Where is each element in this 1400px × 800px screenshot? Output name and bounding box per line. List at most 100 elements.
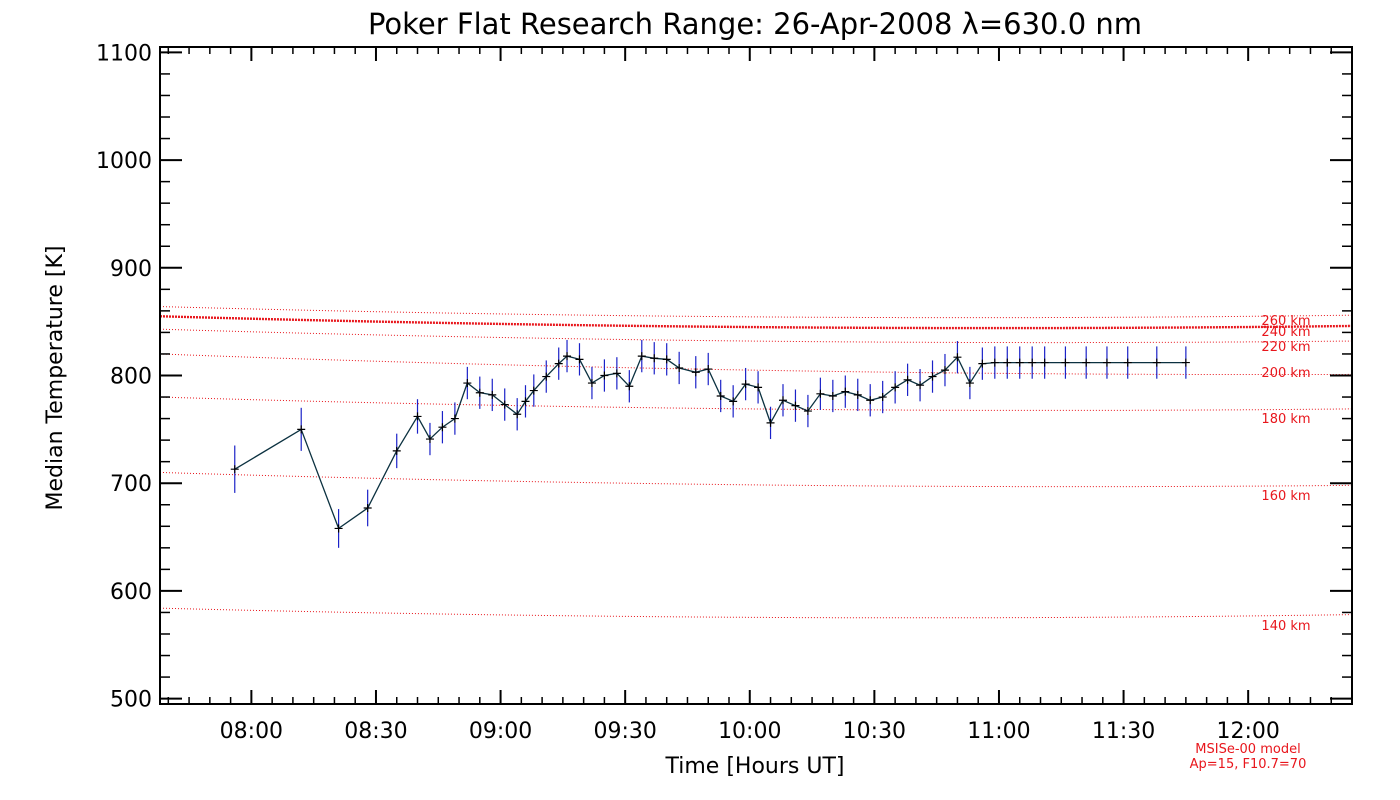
data-point [791, 401, 800, 410]
data-point [625, 382, 634, 391]
data-point [878, 393, 887, 402]
y-tick-label: 500 [110, 688, 152, 713]
model-curve-label: 140 km [1261, 619, 1310, 634]
model-curve-label: 240 km [1261, 325, 1310, 340]
y-tick-label: 700 [110, 472, 152, 497]
data-point [1028, 358, 1037, 367]
data-point [230, 465, 239, 474]
data-point [704, 365, 713, 374]
data-point [1061, 358, 1070, 367]
model-curve-label: 180 km [1261, 412, 1310, 427]
data-point [691, 368, 700, 377]
data-point [1040, 358, 1049, 367]
x-tick-label: 11:30 [1092, 719, 1155, 744]
model-curve [159, 306, 1353, 319]
data-point [513, 410, 522, 419]
plot-axes: 08:00 08:30 09:00 09:30 10:00 10:30 11:00 11:30… [96, 41, 1353, 744]
data-point [816, 389, 825, 398]
y-tick-label: 1100 [96, 41, 152, 66]
data-point [778, 396, 787, 405]
x-axis-label: Time [Hours UT] [665, 754, 845, 779]
model-curve [159, 396, 1353, 411]
x-tick-label: 10:30 [843, 719, 906, 744]
x-tick-label: 11:00 [967, 719, 1030, 744]
data-point [475, 388, 484, 397]
data-point [554, 359, 563, 368]
x-tick-label: 08:00 [220, 719, 283, 744]
data-point [463, 379, 472, 388]
data-point [766, 418, 775, 427]
data-point [953, 353, 962, 362]
data-point [741, 380, 750, 389]
data-series [230, 339, 1190, 548]
model-curve-label: 260 km [1261, 314, 1310, 329]
y-tick-label: 600 [110, 580, 152, 605]
model-curve [159, 353, 1353, 376]
model-note-line2: Ap=15, F10.7=70 [1190, 757, 1307, 772]
data-point [803, 407, 812, 416]
data-point [500, 400, 509, 409]
data-point [754, 383, 763, 392]
data-point [903, 375, 912, 384]
model-curve-label: 200 km [1261, 366, 1310, 381]
model-curve [159, 328, 1353, 344]
x-tick-label: 09:00 [469, 719, 532, 744]
data-point [662, 355, 671, 364]
data-point [1123, 358, 1132, 367]
data-point [1003, 358, 1012, 367]
data-point [529, 386, 538, 395]
data-point [716, 391, 725, 400]
data-point [392, 446, 401, 455]
data-point [425, 435, 434, 444]
data-point [542, 372, 551, 381]
model-curve-label: 220 km [1261, 340, 1310, 355]
model-curve [159, 471, 1353, 488]
data-point [600, 371, 609, 380]
data-point [650, 354, 659, 363]
data-point [334, 524, 343, 533]
data-point [575, 355, 584, 364]
data-point [841, 387, 850, 396]
data-point [1082, 358, 1091, 367]
data-point [450, 414, 459, 423]
data-point [853, 390, 862, 399]
y-tick-label: 1000 [96, 149, 152, 174]
data-point [828, 391, 837, 400]
data-point [563, 352, 572, 361]
y-tick-label: 800 [110, 365, 152, 390]
data-point [940, 366, 949, 375]
data-point [916, 381, 925, 390]
y-tick-label: 900 [110, 257, 152, 282]
chart-title: Poker Flat Research Range: 26-Apr-2008 λ… [368, 7, 1142, 41]
data-point [729, 397, 738, 406]
model-note-line1: MSISe-00 model [1195, 742, 1300, 757]
data-point [297, 425, 306, 434]
data-point [1181, 358, 1190, 367]
data-point [488, 390, 497, 399]
data-point [866, 396, 875, 405]
data-point [637, 352, 646, 361]
data-point [990, 358, 999, 367]
data-point [587, 379, 596, 388]
x-tick-label: 10:00 [718, 719, 781, 744]
data-point [1015, 358, 1024, 367]
x-tick-label: 12:00 [1216, 719, 1279, 744]
model-curve-label: 160 km [1261, 489, 1310, 504]
data-point [891, 383, 900, 392]
model-curve [159, 315, 1353, 330]
data-point [612, 369, 621, 378]
data-point [1152, 358, 1161, 367]
plot-frame [159, 46, 1353, 705]
data-point [675, 363, 684, 372]
data-point [438, 423, 447, 432]
x-tick-label: 08:30 [344, 719, 407, 744]
data-point [413, 412, 422, 421]
x-tick-label: 09:30 [593, 719, 656, 744]
data-point [363, 503, 372, 512]
data-point [928, 372, 937, 381]
data-point [965, 379, 974, 388]
data-point [1102, 358, 1111, 367]
data-point [521, 397, 530, 406]
